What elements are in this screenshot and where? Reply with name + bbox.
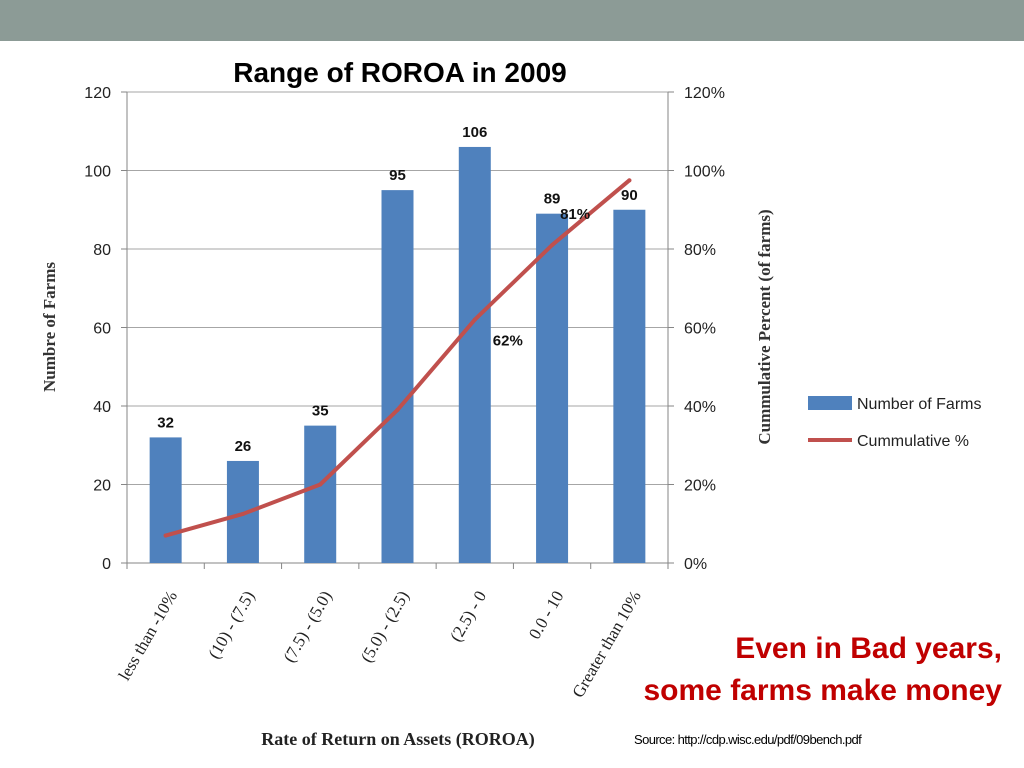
bar-value-label: 106 <box>462 124 487 141</box>
annotation-line-1: Even in Bad years, <box>735 632 1002 665</box>
source-citation: Source: http://cdp.wisc.edu/pdf/09bench.… <box>634 732 862 747</box>
y2-tick-label: 120% <box>684 85 725 102</box>
line-point <box>318 482 323 487</box>
bar <box>536 213 569 564</box>
bar <box>458 146 491 563</box>
y2-tick-label: 80% <box>684 242 716 259</box>
legend-label-bars: Number of Farms <box>857 396 981 413</box>
y-tick-label: 120 <box>84 85 111 102</box>
bar-value-label: 35 <box>312 403 329 420</box>
legend: Number of Farms Cummulative % <box>808 396 981 450</box>
line-series <box>163 178 632 538</box>
line-point <box>163 533 168 538</box>
y-tick-label: 0 <box>102 556 111 573</box>
line-point <box>240 511 245 516</box>
y-axis-label: Numbre of Farms <box>40 262 59 392</box>
header-bar <box>0 0 1024 41</box>
line-value-label: 81% <box>560 206 590 223</box>
data-labels: 32 26 35 95 106 89 90 62% 81% <box>157 124 637 455</box>
bar <box>613 209 646 563</box>
annotation-line-2: some farms make money <box>643 674 1002 707</box>
bar-value-label: 95 <box>389 167 406 184</box>
y-tick-label: 80 <box>93 242 111 259</box>
bar-value-label: 26 <box>235 438 252 455</box>
bar-series <box>149 146 646 564</box>
x-tick-label: less than -10% <box>115 588 182 684</box>
x-tick-label: (10) - (7.5) <box>204 588 258 663</box>
line-point <box>472 317 477 322</box>
line-point <box>627 178 632 183</box>
legend-swatch-bars <box>808 396 852 410</box>
y2-axis-label: Cummulative Percent (of farms) <box>755 209 774 444</box>
y-tick-label: 60 <box>93 321 111 338</box>
line-point <box>395 407 400 412</box>
y2-tick-label: 0% <box>684 556 707 573</box>
y2-tick-label: 40% <box>684 399 716 416</box>
bar <box>381 190 414 563</box>
legend-label-line: Cummulative % <box>857 433 969 450</box>
x-tick-label: (7.5) - (5.0) <box>280 588 336 666</box>
annotation: Even in Bad years, some farms make money <box>643 628 1002 712</box>
bar <box>304 425 337 563</box>
bar-value-label: 32 <box>157 414 174 431</box>
bar-value-label: 90 <box>621 187 638 204</box>
x-tick-label: Greater than 10% <box>568 588 644 701</box>
x-tick-label: 0.0 - 10 <box>525 588 568 643</box>
y2-tick-label: 100% <box>684 164 725 181</box>
line-value-label: 62% <box>493 333 523 350</box>
y-tick-label: 40 <box>93 399 111 416</box>
y2-tick-label: 20% <box>684 478 716 495</box>
x-axis-label: Rate of Return on Assets (ROROA) <box>261 729 534 750</box>
bar <box>149 437 182 563</box>
line-point <box>550 243 555 248</box>
y-tick-label: 100 <box>84 164 111 181</box>
y-tick-label: 20 <box>93 478 111 495</box>
bar-value-label: 89 <box>544 191 561 208</box>
x-tick-label: (5.0) - (2.5) <box>357 588 413 666</box>
chart-title: Range of ROROA in 2009 <box>233 57 566 88</box>
y2-tick-label: 60% <box>684 321 716 338</box>
x-tick-label: (2.5) - 0 <box>446 588 490 645</box>
